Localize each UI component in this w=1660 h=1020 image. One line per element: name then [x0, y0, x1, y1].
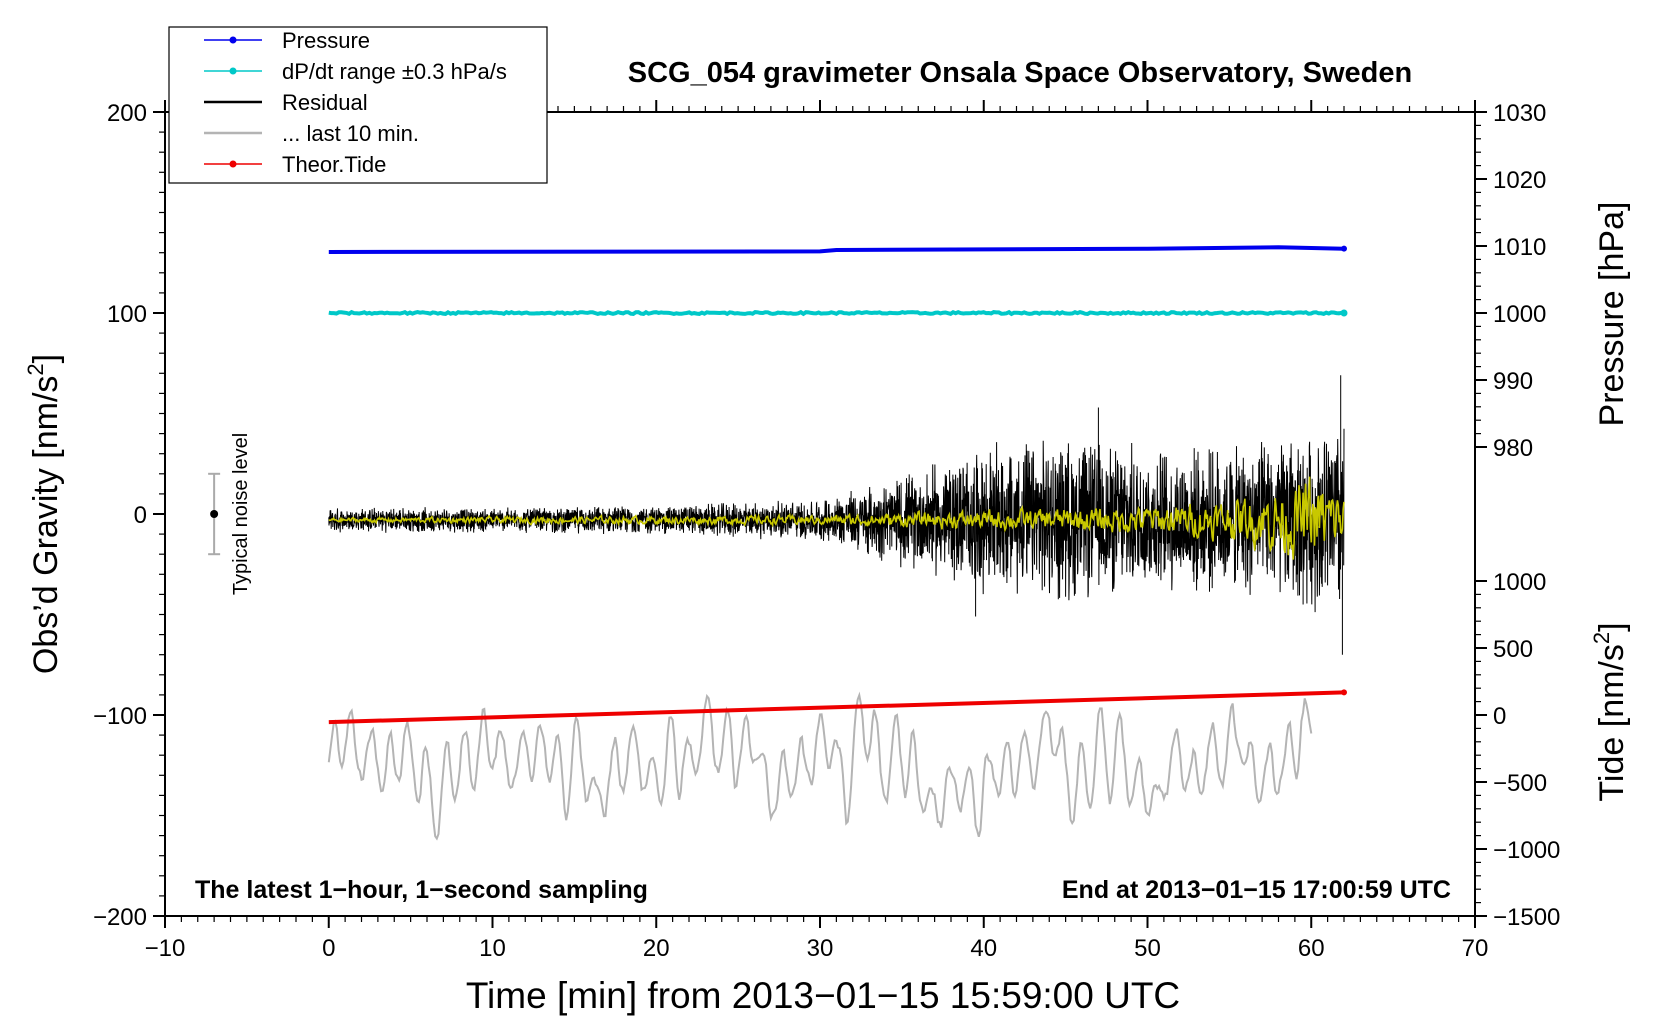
legend-label: Pressure: [282, 28, 370, 53]
tide-tick-label: 500: [1493, 636, 1533, 663]
x-tick-label: 0: [322, 935, 335, 962]
annotation-end-time: End at 2013−01−15 17:00:59 UTC: [1062, 876, 1451, 904]
pressure-tick-label: 1000: [1493, 301, 1546, 328]
series-residual-smoothed: [328, 476, 1345, 560]
noise-indicator: Typical noise level: [208, 433, 252, 595]
legend-label: Residual: [282, 90, 368, 115]
tide-axis-label: Tide [nm/s2]: [1589, 622, 1631, 801]
series-dpdt-endpoint: [1340, 309, 1348, 317]
tide-axis-ticks: 1000 500 0 −500 −1000 −1500: [1475, 569, 1560, 931]
y-tick-label: 200: [107, 100, 147, 127]
x-tick-label: 30: [807, 935, 834, 962]
y-axis-ticks: −200 −100 0 100 200: [93, 100, 165, 931]
tide-tick-label: −1500: [1493, 904, 1560, 931]
pressure-tick-label: 990: [1493, 368, 1533, 395]
legend-label: ... last 10 min.: [282, 121, 419, 146]
pressure-tick-label: 980: [1493, 435, 1533, 462]
annotation-sampling: The latest 1−hour, 1−second sampling: [195, 876, 648, 904]
x-tick-label: 60: [1298, 935, 1325, 962]
x-axis-ticks: −10 0 10 20 30 40 50 60 70: [145, 100, 1489, 962]
legend-marker: [229, 36, 237, 44]
series-layer: [327, 245, 1348, 841]
pressure-tick-label: 1020: [1493, 167, 1546, 194]
series-theor-tide-endpoint: [1341, 689, 1347, 696]
pressure-axis-ticks: 1030 1020 1010 1000 990 980: [1475, 100, 1546, 462]
x-axis-label: Time [min] from 2013−01−15 15:59:00 UTC: [466, 975, 1180, 1016]
y-tick-label: 0: [134, 502, 147, 529]
tide-tick-label: −500: [1493, 770, 1547, 797]
series-residual: [328, 375, 1345, 655]
tide-tick-label: −1000: [1493, 837, 1560, 864]
y-axis-label: Obs’d Gravity [nm/s2]: [23, 354, 65, 674]
pressure-axis-label: Pressure [hPa]: [1593, 202, 1631, 427]
tide-tick-label: 1000: [1493, 569, 1546, 596]
x-tick-label: 50: [1134, 935, 1161, 962]
x-tick-label: 10: [479, 935, 506, 962]
legend-marker: [229, 160, 237, 168]
series-last-10-min: [327, 691, 1313, 841]
legend: Pressure dP/dt range ±0.3 hPa/s Residual..…: [168, 26, 548, 184]
legend-label: Theor.Tide: [282, 152, 386, 177]
noise-label: Typical noise level: [230, 433, 252, 595]
x-tick-label: −10: [145, 935, 186, 962]
x-tick-label: 40: [970, 935, 997, 962]
legend-label: dP/dt range ±0.3 hPa/s: [282, 59, 507, 84]
pressure-tick-label: 1010: [1493, 234, 1546, 261]
legend-box: [168, 26, 548, 184]
series-pressure: [328, 245, 1345, 254]
series-dpdt: [328, 309, 1345, 317]
y-tick-label: −100: [93, 703, 147, 730]
pressure-tick-label: 1030: [1493, 100, 1546, 127]
series-theor-tide: [328, 690, 1345, 725]
chart-title: SCG_054 gravimeter Onsala Space Observat…: [628, 57, 1412, 89]
legend-marker: [229, 67, 237, 75]
tide-tick-label: 0: [1493, 703, 1506, 730]
x-tick-label: 20: [643, 935, 670, 962]
noise-center-dot: [210, 510, 219, 518]
series-pressure-endpoint: [1341, 245, 1347, 252]
x-tick-label: 70: [1462, 935, 1489, 962]
y-tick-label: 100: [107, 301, 147, 328]
y-tick-label: −200: [93, 904, 147, 931]
